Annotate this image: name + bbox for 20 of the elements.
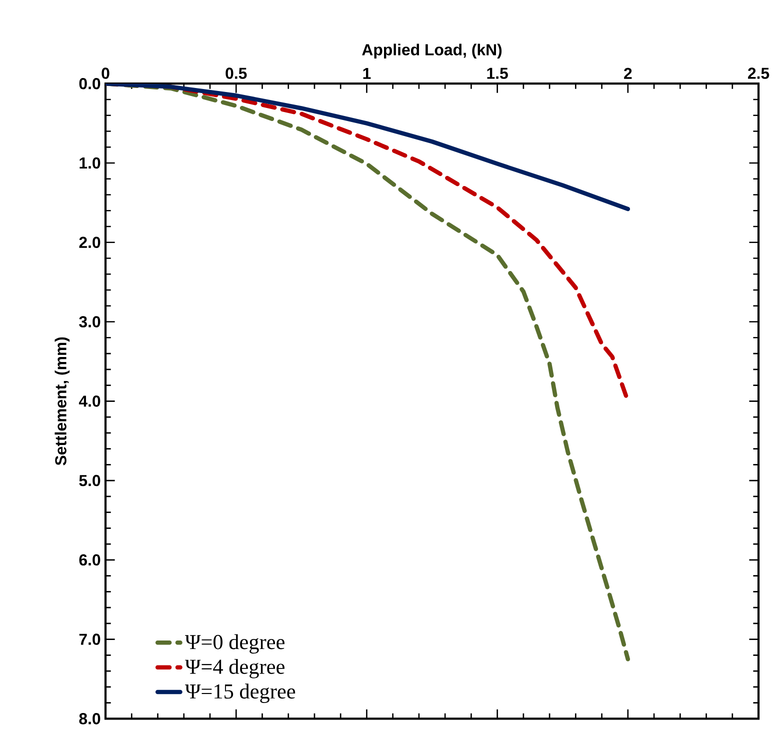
y-tick-label: 0.0 — [79, 78, 100, 90]
x-tick-label: 2 — [624, 68, 632, 80]
x-tick-label: 1.5 — [487, 68, 508, 80]
y-tick-label: 3.0 — [79, 316, 100, 328]
x-tick-label: 1 — [363, 68, 371, 80]
y-tick-label: 4.0 — [78, 396, 100, 407]
x-axis-title: Applied Load, (kN) — [362, 44, 502, 59]
y-tick-label: 6.0 — [79, 554, 100, 566]
legend-label: Ψ=0 degree — [185, 634, 284, 654]
y-tick-label: 8.0 — [79, 713, 100, 725]
y-tick-label: 7.0 — [79, 634, 100, 646]
y-axis-title: Settlement, (mm) — [54, 338, 70, 466]
x-tick-label: 2.5 — [748, 68, 770, 80]
x-tick-label: 0.5 — [226, 68, 247, 80]
x-tick-label: 0 — [102, 68, 110, 80]
legend-label: Ψ=4 degree — [185, 659, 284, 678]
y-tick-label: 2.0 — [79, 236, 100, 248]
legend-label: Ψ=15 degree — [185, 684, 296, 704]
y-tick-label: 1.0 — [80, 158, 100, 169]
y-tick-label: 5.0 — [79, 475, 100, 486]
